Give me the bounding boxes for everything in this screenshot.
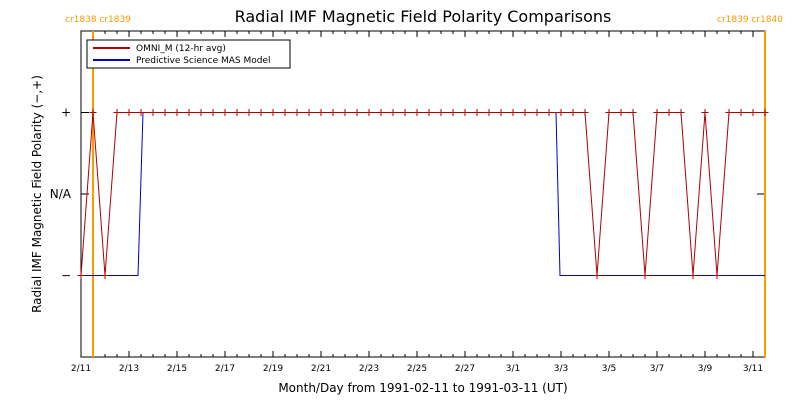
data-point xyxy=(617,109,625,116)
data-point xyxy=(581,109,589,116)
data-point xyxy=(509,109,517,116)
data-point xyxy=(137,109,145,116)
data-point xyxy=(401,109,409,116)
data-point xyxy=(293,109,301,116)
x-tick-label: 3/11 xyxy=(743,364,763,374)
data-point xyxy=(701,109,709,116)
axis-ticks: 2/11 2/13 2/15 2/17 2/19 2/21 2/23 2/25 2/27 3/1 3… xyxy=(50,31,765,374)
x-tick-label: 3/7 xyxy=(650,364,664,374)
data-point xyxy=(209,109,217,116)
data-point xyxy=(425,109,433,116)
data-point xyxy=(461,109,469,116)
data-point xyxy=(689,272,697,279)
x-tick-label: 2/23 xyxy=(359,364,379,374)
data-point xyxy=(329,109,337,116)
x-axis-label: Month/Day from 1991-02-11 to 1991-03-11 … xyxy=(278,381,567,395)
data-point xyxy=(389,109,397,116)
x-tick-label: 2/13 xyxy=(119,364,139,374)
carrington-label: cr1838 cr1839 xyxy=(65,15,131,25)
data-point xyxy=(605,109,613,116)
data-point xyxy=(497,109,505,116)
data-point xyxy=(197,109,205,116)
data-point xyxy=(89,109,97,116)
data-point xyxy=(629,109,637,116)
data-point xyxy=(665,109,673,116)
legend-box xyxy=(86,39,291,69)
data-point xyxy=(377,109,385,116)
data-point xyxy=(413,109,421,116)
data-point xyxy=(185,109,193,116)
data-point xyxy=(593,272,601,279)
data-point xyxy=(245,109,253,116)
x-tick-label: 2/21 xyxy=(311,364,331,374)
data-point xyxy=(281,109,289,116)
data-point xyxy=(725,109,733,116)
x-tick-label: 3/1 xyxy=(506,364,520,374)
x-tick-label: 2/27 xyxy=(455,364,475,374)
data-point xyxy=(713,272,721,279)
legend-label: OMNI_M (12-hr avg) xyxy=(136,44,226,54)
x-tick-label: 2/19 xyxy=(263,364,283,374)
data-point xyxy=(749,109,757,116)
chart-title: Radial IMF Magnetic Field Polarity Compa… xyxy=(235,7,612,26)
data-point xyxy=(269,109,277,116)
y-tick-label: + xyxy=(61,106,71,120)
series-layer xyxy=(77,109,769,279)
x-tick-label: 2/11 xyxy=(71,364,91,374)
data-point xyxy=(437,109,445,116)
y-tick-label: N/A xyxy=(50,187,72,201)
data-point xyxy=(521,109,529,116)
data-point xyxy=(257,109,265,116)
data-point xyxy=(173,109,181,116)
data-point xyxy=(473,109,481,116)
data-point xyxy=(533,109,541,116)
data-point xyxy=(653,109,661,116)
data-point xyxy=(545,109,553,116)
data-point xyxy=(557,109,565,116)
data-point xyxy=(485,109,493,116)
data-point xyxy=(737,109,745,116)
data-point xyxy=(341,109,349,116)
x-tick-label: 2/15 xyxy=(167,364,187,374)
series-line-1 xyxy=(81,112,765,276)
data-point xyxy=(221,109,229,116)
data-point xyxy=(677,109,685,116)
data-point xyxy=(161,109,169,116)
carrington-label: cr1839 cr1840 xyxy=(717,15,783,25)
data-point xyxy=(761,109,769,116)
y-axis-label: Radial IMF Magnetic Field Polarity (−,+) xyxy=(30,75,44,313)
data-point xyxy=(305,109,313,116)
data-point xyxy=(365,109,373,116)
data-point xyxy=(125,109,133,116)
x-tick-label: 2/17 xyxy=(215,364,235,374)
data-point xyxy=(641,272,649,279)
y-tick-label: − xyxy=(61,269,71,283)
data-point xyxy=(113,109,121,116)
data-point xyxy=(101,272,109,279)
series-line-0 xyxy=(80,112,765,276)
data-point xyxy=(353,109,361,116)
data-point xyxy=(317,109,325,116)
x-tick-label: 3/3 xyxy=(554,364,568,374)
data-point xyxy=(233,109,241,116)
x-tick-label: 2/25 xyxy=(407,364,427,374)
x-tick-label: 3/9 xyxy=(698,364,713,374)
x-tick-label: 3/5 xyxy=(602,364,616,374)
data-point xyxy=(149,109,157,116)
data-point xyxy=(77,272,85,279)
plot-frame xyxy=(80,30,766,358)
legend-label: Predictive Science MAS Model xyxy=(136,56,271,66)
data-point xyxy=(449,109,457,116)
legend: OMNI_M (12-hr avg) Predictive Science MAS… xyxy=(86,39,291,69)
data-point xyxy=(569,109,577,116)
carrington-markers: cr1838 cr1839 cr1839 cr1840 xyxy=(65,15,783,357)
